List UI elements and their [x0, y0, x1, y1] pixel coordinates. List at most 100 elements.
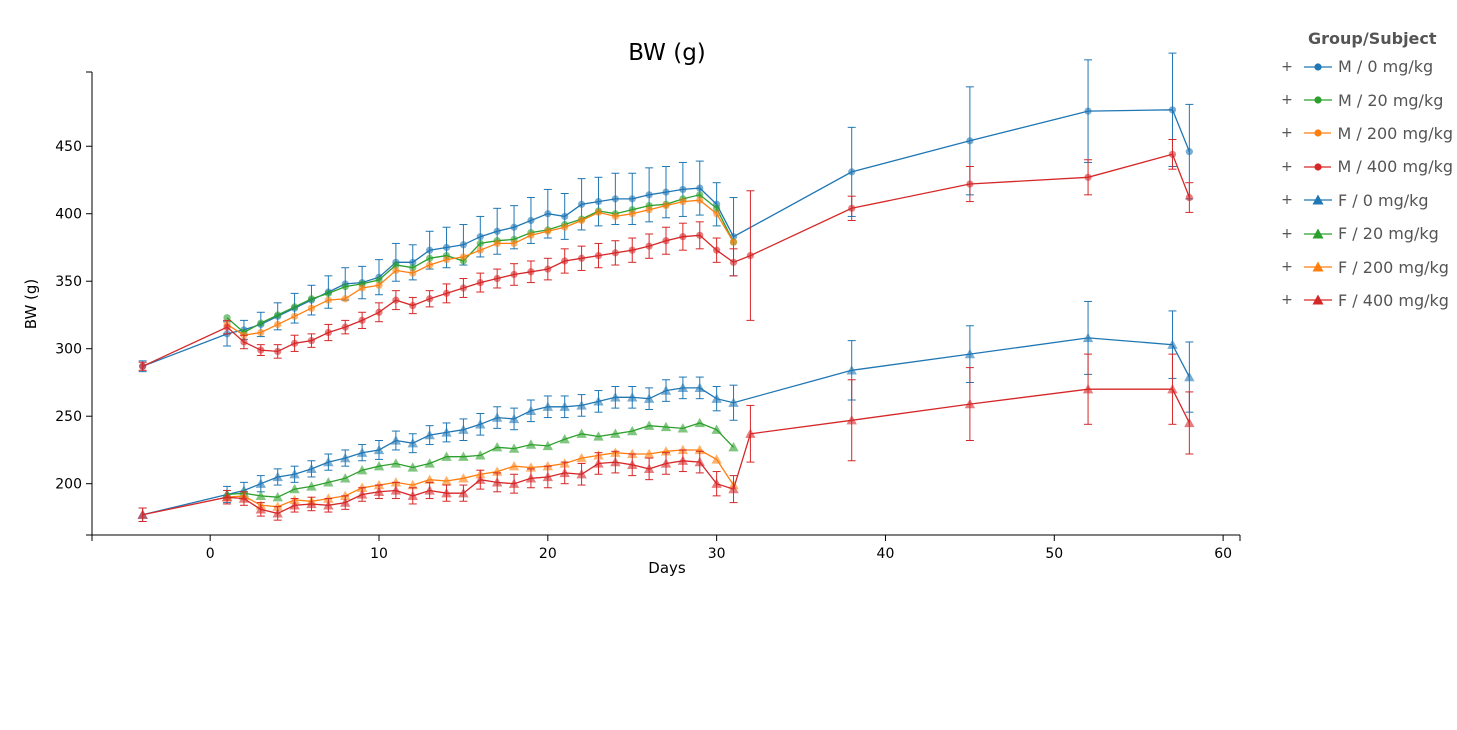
legend-label: M / 400 mg/kg — [1337, 157, 1453, 177]
data-point — [508, 460, 520, 471]
data-point — [255, 478, 267, 488]
data-point — [324, 289, 332, 297]
data-point — [561, 223, 569, 231]
data-point — [713, 246, 721, 254]
data-point — [576, 469, 587, 479]
data-point — [407, 490, 418, 501]
legend-item[interactable]: + M / 0 mg/kg — [1278, 50, 1453, 83]
series-0 — [138, 52, 1194, 373]
data-point — [306, 463, 317, 474]
data-point — [390, 458, 402, 468]
data-point — [274, 311, 282, 319]
data-point — [493, 227, 501, 235]
data-point — [696, 231, 704, 239]
data-point — [594, 197, 603, 206]
legend-label: F / 20 mg/kg — [1338, 224, 1439, 244]
legend-item[interactable]: + F / 20 mg/kg — [1278, 217, 1453, 250]
data-point — [611, 249, 619, 257]
legend-item[interactable]: + F / 0 mg/kg — [1278, 184, 1453, 217]
data-point — [846, 365, 857, 375]
data-point — [240, 338, 248, 346]
legend-label: F / 400 mg/kg — [1338, 290, 1449, 310]
legend-item[interactable]: + F / 200 mg/kg — [1278, 250, 1453, 283]
data-point — [576, 452, 587, 463]
data-point — [679, 233, 687, 241]
data-point — [441, 451, 452, 461]
expand-plus-icon[interactable]: + — [1281, 225, 1293, 242]
data-point — [627, 448, 638, 459]
data-point — [627, 459, 638, 469]
data-point — [426, 254, 434, 262]
data-point — [542, 460, 554, 471]
data-point — [426, 261, 434, 269]
data-point — [745, 428, 756, 438]
data-point — [508, 478, 520, 488]
data-point — [491, 412, 503, 422]
data-point — [577, 200, 586, 208]
data-point — [848, 204, 856, 212]
expand-plus-icon[interactable]: + — [1281, 92, 1293, 109]
data-point — [559, 401, 570, 411]
data-point — [290, 339, 299, 347]
data-point — [409, 264, 417, 272]
legend-marker — [1312, 294, 1324, 305]
data-point — [728, 442, 739, 452]
expand-plus-icon[interactable]: + — [1281, 58, 1293, 75]
data-point — [290, 312, 299, 320]
data-point — [257, 319, 265, 327]
data-point — [662, 188, 670, 196]
data-point — [257, 328, 265, 337]
data-point — [221, 492, 233, 502]
expand-plus-icon[interactable]: + — [1281, 125, 1293, 142]
y-tick-label: 450 — [55, 139, 82, 155]
data-point — [576, 428, 587, 438]
data-point — [409, 258, 417, 266]
data-point — [559, 433, 570, 444]
legend-swatch — [1303, 129, 1332, 138]
data-point — [593, 431, 604, 441]
legend-item[interactable]: + F / 400 mg/kg — [1278, 284, 1453, 317]
data-point — [255, 490, 267, 501]
bw-chart: BW (g) 0 10 20 30 40 50 60 200 250 300 350 400 450 D… — [22, 40, 1241, 577]
data-point — [289, 500, 300, 510]
legend-item[interactable]: + M / 200 mg/kg — [1278, 117, 1453, 150]
data-point — [407, 438, 418, 448]
data-point — [356, 489, 368, 499]
data-point — [559, 467, 570, 478]
data-point — [679, 197, 687, 206]
data-point — [458, 473, 469, 483]
data-point — [1167, 384, 1178, 394]
data-point — [340, 473, 351, 483]
data-point — [711, 478, 722, 488]
data-point — [373, 486, 385, 496]
data-point — [426, 295, 434, 303]
legend-marker — [1314, 96, 1322, 104]
data-point — [323, 456, 334, 467]
data-point — [458, 451, 469, 461]
expand-plus-icon[interactable]: + — [1281, 158, 1293, 175]
x-tick-label: 60 — [1214, 546, 1232, 562]
data-point — [373, 460, 385, 471]
data-point — [223, 314, 231, 322]
legend-item[interactable]: + M / 20 mg/kg — [1278, 83, 1453, 116]
data-point — [660, 385, 672, 395]
expand-plus-icon[interactable]: + — [1281, 259, 1293, 276]
data-point — [341, 283, 349, 291]
plot-area — [137, 52, 1195, 523]
legend-item[interactable]: + M / 400 mg/kg — [1278, 150, 1453, 183]
data-point — [272, 492, 283, 502]
data-point — [729, 258, 738, 266]
data-point — [274, 320, 282, 329]
data-point — [610, 392, 621, 402]
data-point — [358, 284, 366, 292]
data-point — [272, 508, 283, 518]
expand-plus-icon[interactable]: + — [1281, 192, 1293, 209]
legend-swatch — [1304, 294, 1332, 305]
data-point — [660, 458, 672, 468]
data-point — [628, 195, 636, 203]
data-point — [493, 239, 501, 248]
data-point — [289, 483, 300, 494]
x-tick-label: 50 — [1045, 546, 1063, 562]
data-point — [409, 269, 417, 277]
expand-plus-icon[interactable]: + — [1281, 292, 1293, 309]
